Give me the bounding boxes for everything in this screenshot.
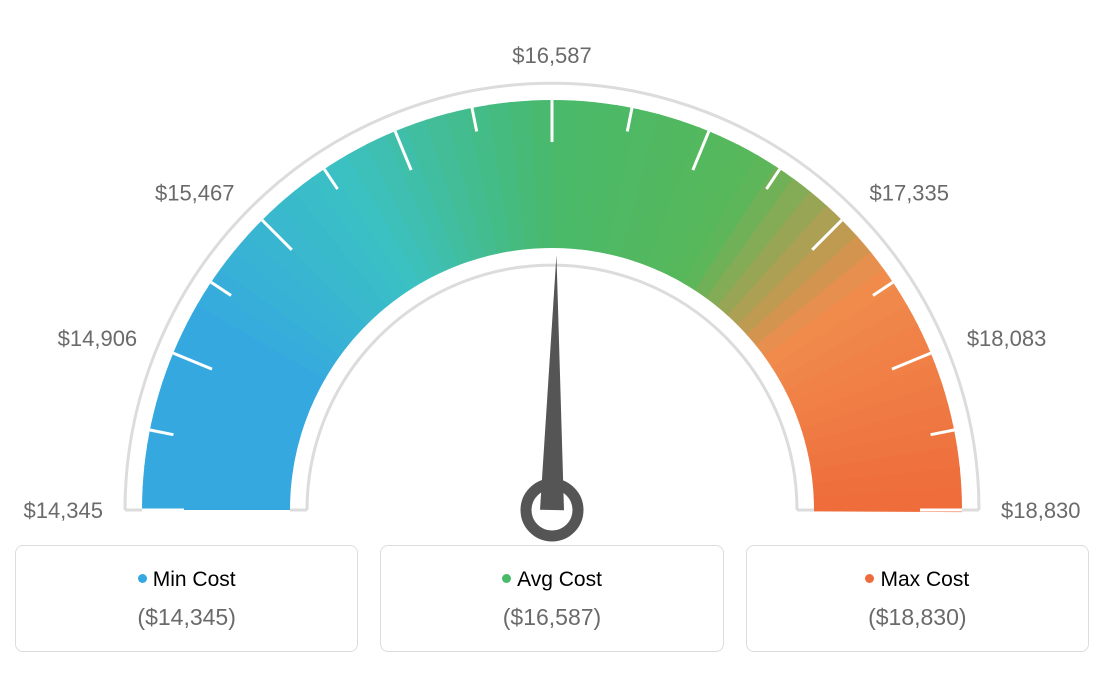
gauge-wrapper: $14,345 $14,906 $15,467 $16,587 $17,335 $18,0… xyxy=(15,15,1089,555)
legend-label-min: Min Cost xyxy=(153,568,236,591)
gauge-tick-label: $17,335 xyxy=(869,181,949,206)
gauge-tick-label: $18,083 xyxy=(967,326,1047,351)
legend-value-avg: ($16,587) xyxy=(391,604,712,631)
legend-card-min: Min Cost ($14,345) xyxy=(15,545,358,652)
legend-card-avg: Avg Cost ($16,587) xyxy=(380,545,723,652)
legend-value-max: ($18,830) xyxy=(757,604,1078,631)
gauge-tick-label: $14,906 xyxy=(58,326,138,351)
legend-label-max: Max Cost xyxy=(880,568,969,591)
dot-icon xyxy=(502,574,511,583)
legend-label-avg: Avg Cost xyxy=(517,568,602,591)
gauge-needle xyxy=(540,255,564,510)
gauge-svg: $14,345 $14,906 $15,467 $16,587 $17,335 $18,0… xyxy=(15,15,1089,555)
legend-row: Min Cost ($14,345) Avg Cost ($16,587) Ma… xyxy=(15,545,1089,652)
dot-icon xyxy=(138,574,147,583)
legend-title-avg: Avg Cost xyxy=(391,568,712,592)
legend-value-min: ($14,345) xyxy=(26,604,347,631)
gauge-tick-label: $14,345 xyxy=(23,498,103,523)
gauge-chart-container: $14,345 $14,906 $15,467 $16,587 $17,335 $18,0… xyxy=(15,15,1089,652)
legend-title-max: Max Cost xyxy=(757,568,1078,592)
gauge-tick-label: $18,830 xyxy=(1001,498,1081,523)
gauge-tick-label: $15,467 xyxy=(155,181,235,206)
legend-title-min: Min Cost xyxy=(26,568,347,592)
dot-icon xyxy=(865,574,874,583)
gauge-tick-label: $16,587 xyxy=(512,43,592,68)
legend-card-max: Max Cost ($18,830) xyxy=(746,545,1089,652)
